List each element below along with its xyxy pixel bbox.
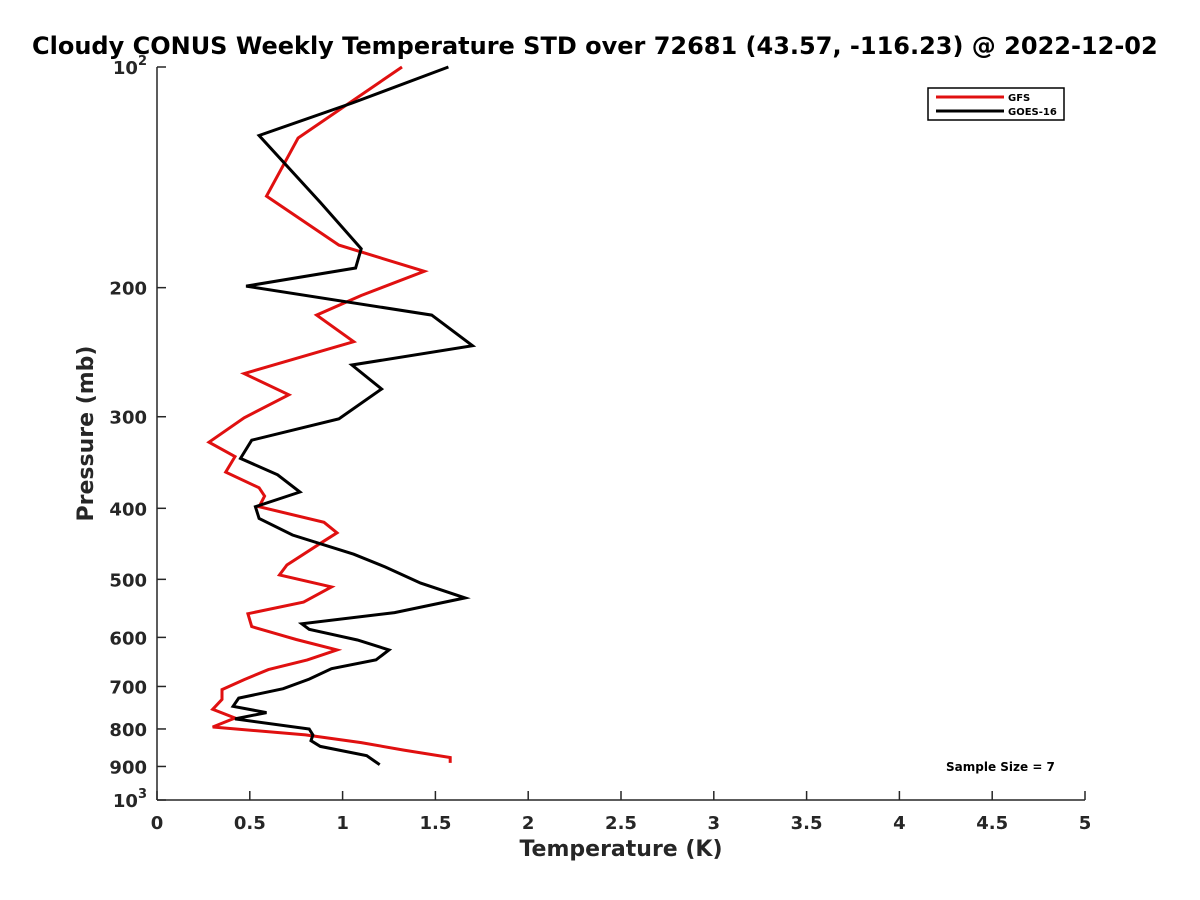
y-tick-label: 300 xyxy=(109,408,147,429)
y-tick-label: 600 xyxy=(109,628,147,649)
sample-size-annotation: Sample Size = 7 xyxy=(946,760,1055,774)
x-tick-label: 2.5 xyxy=(605,813,637,834)
x-tick-label: 3 xyxy=(708,813,721,834)
series-lines xyxy=(206,65,477,766)
y-tick-label: 900 xyxy=(109,757,147,778)
y-tick-label: 400 xyxy=(109,499,147,520)
x-tick-label: 3.5 xyxy=(791,813,823,834)
chart-title: Cloudy CONUS Weekly Temperature STD over… xyxy=(32,32,1158,60)
legend: GFS GOES-16 xyxy=(927,87,1065,121)
y-tick-label: 200 xyxy=(109,279,147,300)
x-tick-label: 1 xyxy=(336,813,349,834)
y-tick-label: 700 xyxy=(109,677,147,698)
x-tick-label: 1.5 xyxy=(419,813,451,834)
y-tick-label: 800 xyxy=(109,720,147,741)
legend-entry: GFS xyxy=(1008,93,1030,104)
series-line-gfs xyxy=(206,65,452,763)
legend-entry: GOES-16 xyxy=(1008,107,1057,118)
x-axis-label: Temperature (K) xyxy=(519,837,722,862)
x-tick-label: 0.5 xyxy=(234,813,266,834)
axes: 0 0.5 1 1.5 2 2.5 3 3.5 4 4.5 5 102 200 300 400 500 600 7… xyxy=(109,54,1091,834)
legend-box xyxy=(927,87,1065,121)
series-line-goes-16 xyxy=(230,65,477,766)
x-tick-label: 0 xyxy=(151,813,164,834)
y-tick-label: 102 xyxy=(113,54,147,79)
y-tick-label: 103 xyxy=(113,787,147,812)
x-tick-label: 4 xyxy=(893,813,906,834)
x-tick-label: 4.5 xyxy=(976,813,1008,834)
x-tick-label: 2 xyxy=(522,813,535,834)
y-axis-label: Pressure (mb) xyxy=(74,346,99,522)
x-tick-label: 5 xyxy=(1079,813,1092,834)
y-tick-label: 500 xyxy=(109,570,147,591)
